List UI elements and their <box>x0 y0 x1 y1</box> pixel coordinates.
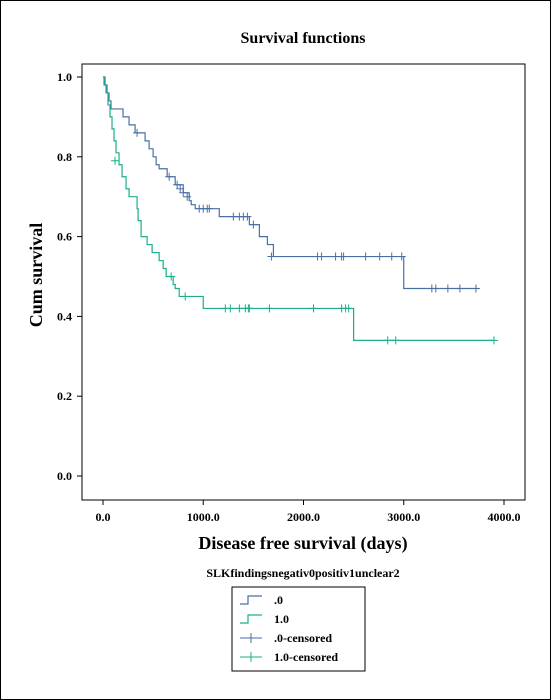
censor-mark <box>267 252 276 261</box>
censor-mark <box>317 252 326 261</box>
censor-mark <box>226 304 235 313</box>
censor-mark <box>183 192 192 201</box>
y-tick-label: 0.6 <box>57 230 72 244</box>
x-axis: 0.0 1000.0 2000.0 3000.0 4000.0 <box>96 500 521 524</box>
censor-mark <box>397 252 406 261</box>
x-axis-title: Disease free survival (days) <box>198 533 407 554</box>
censor-mark <box>344 304 353 313</box>
legend-label: 1.0-censored <box>274 650 338 664</box>
x-tick-label: 2000.0 <box>287 510 320 524</box>
y-tick-label: 1.0 <box>57 70 72 84</box>
censor-mark <box>165 172 174 181</box>
legend: .0 1.0 .0-censored 1.0-censored <box>240 593 338 664</box>
y-tick-label: 0.0 <box>57 469 72 483</box>
censor-mark <box>471 284 480 293</box>
censor-mark <box>339 252 348 261</box>
chart-title: Survival functions <box>241 30 366 47</box>
censor-mark <box>443 284 452 293</box>
censor-mark <box>181 292 190 301</box>
censor-mark <box>391 336 400 345</box>
censor-mark <box>375 252 384 261</box>
y-tick-label: 0.4 <box>57 309 72 323</box>
y-tick-label: 0.8 <box>57 150 72 164</box>
censor-mark <box>431 284 440 293</box>
censor-mark <box>361 252 370 261</box>
plot-area <box>81 63 526 501</box>
censor-mark <box>243 212 252 221</box>
censor-mark <box>205 204 214 213</box>
legend-swatch <box>240 595 262 605</box>
censor-mark <box>265 304 274 313</box>
x-tick-label: 1000.0 <box>187 510 220 524</box>
censor-mark <box>387 252 396 261</box>
censor-mark <box>489 336 498 345</box>
y-axis: 0.0 0.2 0.4 0.6 0.8 1.0 <box>57 70 82 483</box>
series-line-1 <box>103 76 494 341</box>
censor-mark <box>245 304 254 313</box>
legend-title: SLKfindingsnegativ0positiv1unclear2 <box>206 566 399 580</box>
legend-swatch <box>240 652 262 662</box>
censor-mark <box>249 220 258 229</box>
series-line-0 <box>103 76 479 290</box>
y-tick-label: 0.2 <box>57 389 72 403</box>
censor-mark <box>383 336 392 345</box>
censor-mark <box>309 304 318 313</box>
legend-label: .0 <box>274 593 283 607</box>
legend-label: 1.0 <box>274 612 289 626</box>
censor-mark <box>455 284 464 293</box>
x-tick-label: 3000.0 <box>387 510 420 524</box>
censor-mark <box>111 156 120 165</box>
x-tick-label: 0.0 <box>96 510 111 524</box>
series-layer <box>103 76 498 345</box>
legend-label: .0-censored <box>274 631 332 645</box>
y-axis-title: Cum survival <box>26 223 46 328</box>
legend-swatch <box>240 614 262 624</box>
legend-swatch <box>240 633 262 643</box>
censor-mark <box>167 272 176 281</box>
censor-mark <box>133 128 142 137</box>
x-tick-label: 4000.0 <box>488 510 521 524</box>
censor-mark <box>179 188 188 197</box>
